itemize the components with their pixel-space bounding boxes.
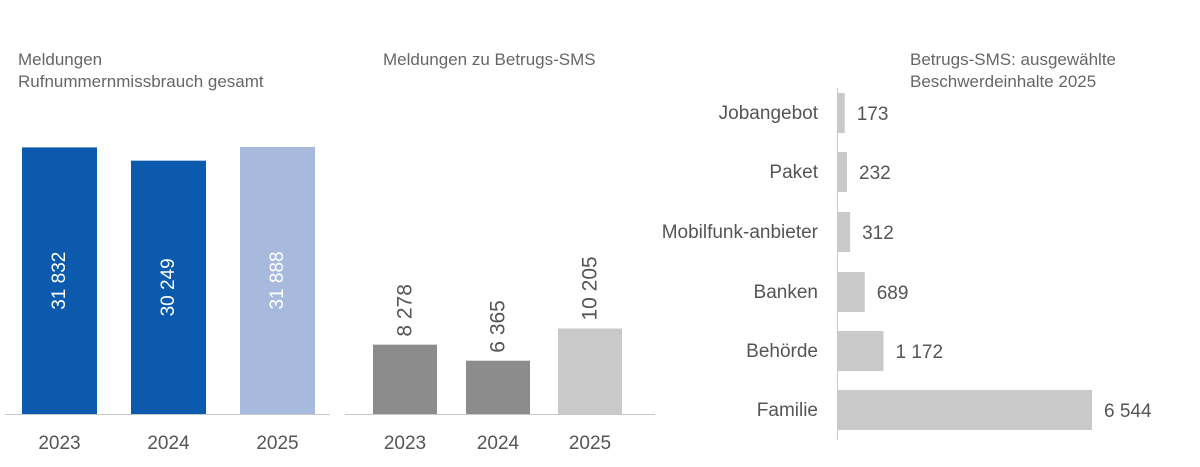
chart3-value-label-Jobangebot: 173 <box>857 104 889 125</box>
chart1-title-line1: Meldungen <box>18 50 103 69</box>
chart2-bar-2024 <box>466 360 530 414</box>
chart1-value-label-2025: 31 888 <box>267 251 288 309</box>
chart3-value-label-Familie: 6 544 <box>1104 401 1152 422</box>
chart1-value-label-2024: 30 249 <box>158 258 179 316</box>
chart3-bar-Paket <box>838 152 848 192</box>
chart2-title-line1: Meldungen zu Betrugs-SMS <box>383 50 596 69</box>
chart2-bar-2023 <box>373 344 437 414</box>
chart1-bar-2025 <box>240 146 315 415</box>
chart3-title-line1: Betrugs-SMS: ausgewählte <box>910 50 1116 69</box>
chart3-bar-Jobangebot <box>838 93 845 133</box>
chart3-tick-label-Jobangebot: Jobangebot <box>719 103 819 124</box>
chart3-value-label-Behörde: 1 172 <box>895 342 943 363</box>
chart3-value-label-Banken: 689 <box>877 283 909 304</box>
chart3-tick-label-Mobilfunk-anbieter: Mobilfunk-anbieter <box>662 222 819 243</box>
chart3-tick-label-Paket: Paket <box>769 162 818 183</box>
chart1-tick-label-2023: 2023 <box>38 433 80 454</box>
chart3-bar-Familie <box>838 390 1092 430</box>
chart2-value-label-2025: 10 205 <box>579 256 602 320</box>
chart3-tick-label-Banken: Banken <box>754 282 818 303</box>
chart3-bar-Behörde <box>838 331 884 371</box>
chart1-title: Meldungen Rufnummernmissbrauch gesamt <box>18 49 264 93</box>
chart3-tick-label-Familie: Familie <box>757 400 818 421</box>
chart2-tick-label-2023: 2023 <box>384 433 426 454</box>
chart1-tick-label-2024: 2024 <box>147 433 190 454</box>
chart3-value-label-Paket: 232 <box>859 163 891 184</box>
chart3-title: Betrugs-SMS: ausgewählte Beschwerdeinhal… <box>910 49 1116 93</box>
chart1-tick-label-2025: 2025 <box>256 433 298 454</box>
chart2-bar-2025 <box>558 328 622 414</box>
chart2-tick-label-2024: 2024 <box>477 433 520 454</box>
chart1-bar-2024 <box>131 160 206 414</box>
chart3-bar-Mobilfunk-anbieter <box>838 212 851 252</box>
chart2-tick-label-2025: 2025 <box>569 433 611 454</box>
chart3-bar-Banken <box>838 272 865 312</box>
chart1-value-label-2023: 31 832 <box>49 252 70 310</box>
chart2-value-label-2024: 6 365 <box>487 300 510 353</box>
chart3-title-line2: Beschwerdeinhalte 2025 <box>910 72 1097 91</box>
chart3-value-label-Mobilfunk-anbieter: 312 <box>862 223 894 244</box>
chart3-tick-label-Behörde: Behörde <box>746 341 818 362</box>
chart2-value-label-2023: 8 278 <box>394 284 417 337</box>
chart1-title-line2: Rufnummernmissbrauch gesamt <box>18 72 264 91</box>
chart2-title: Meldungen zu Betrugs-SMS <box>383 49 596 71</box>
chart1-bar-2023 <box>22 147 97 415</box>
